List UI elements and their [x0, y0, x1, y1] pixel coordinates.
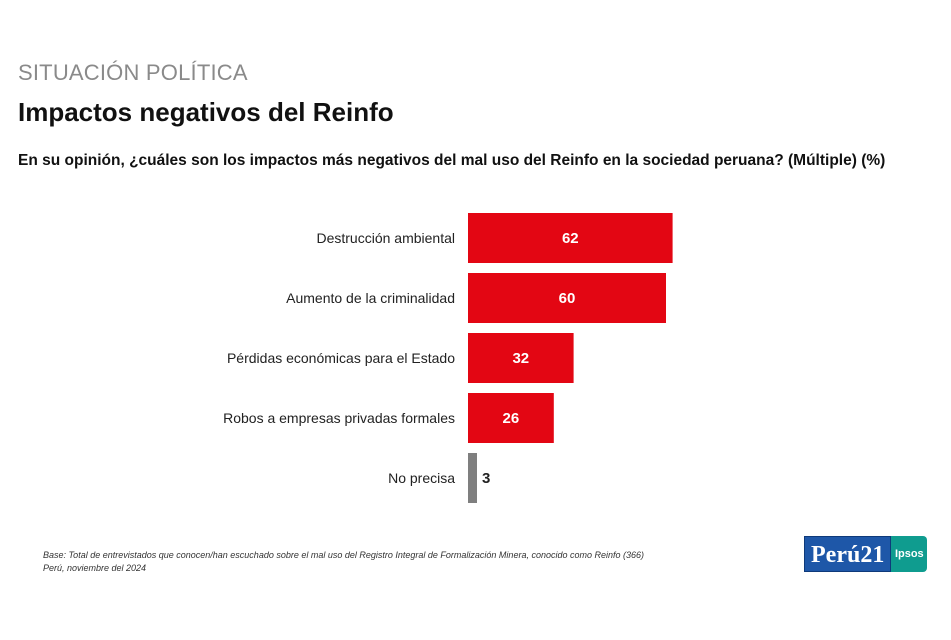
category-label: Pérdidas económicas para el Estado: [227, 350, 455, 366]
footnote-base: Base: Total de entrevistados que conocen…: [43, 550, 645, 560]
bar: [468, 453, 477, 503]
peru21-logo: Perú21: [804, 536, 892, 572]
bar-value-label: 26: [503, 410, 520, 427]
page-title: Impactos negativos del Reinfo: [18, 97, 394, 127]
category-label: Aumento de la criminalidad: [286, 290, 455, 306]
ipsos-logo: Ipsos: [891, 536, 928, 572]
bar: [468, 273, 666, 323]
footnote-date: Perú, noviembre del 2024: [43, 563, 147, 573]
section-kicker: SITUACIÓN POLÍTICA: [18, 60, 248, 85]
bar: [468, 333, 574, 383]
bar-value-label: 62: [562, 230, 579, 247]
peru21-logo-text: Perú: [811, 542, 861, 568]
bar-chart: Destrucción ambiental 62 Aumento de la cri…: [223, 213, 673, 503]
bar: [468, 213, 673, 263]
bar-value-label: 32: [512, 350, 529, 367]
logos: Perú21 Ipsos: [804, 536, 928, 572]
bar-value-label: 60: [559, 290, 576, 307]
peru21-logo-number: 21: [860, 542, 885, 568]
category-label: No precisa: [388, 470, 455, 486]
bar-value-label: 3: [482, 470, 490, 487]
category-label: Destrucción ambiental: [316, 230, 455, 246]
category-label: Robos a empresas privadas formales: [223, 410, 455, 426]
survey-question: En su opinión, ¿cuáles son los impactos …: [18, 152, 886, 169]
bar: [468, 393, 554, 443]
footnote: Base: Total de entrevistados que conocen…: [43, 549, 644, 575]
